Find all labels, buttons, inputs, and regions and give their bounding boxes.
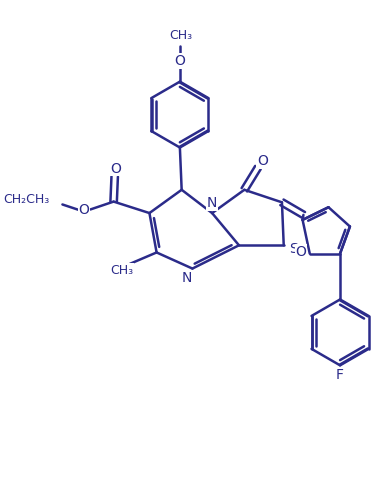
Text: S: S — [290, 242, 298, 256]
Text: O: O — [110, 162, 121, 176]
Text: O: O — [174, 54, 185, 68]
Text: O: O — [295, 245, 306, 259]
Text: O: O — [257, 154, 268, 168]
Text: F: F — [336, 368, 344, 382]
Text: N: N — [207, 196, 217, 210]
Text: CH₃: CH₃ — [110, 264, 133, 277]
Text: CH₃: CH₃ — [169, 29, 192, 42]
Text: N: N — [182, 270, 192, 284]
Text: O: O — [78, 203, 89, 217]
Text: CH₂CH₃: CH₂CH₃ — [3, 193, 49, 206]
